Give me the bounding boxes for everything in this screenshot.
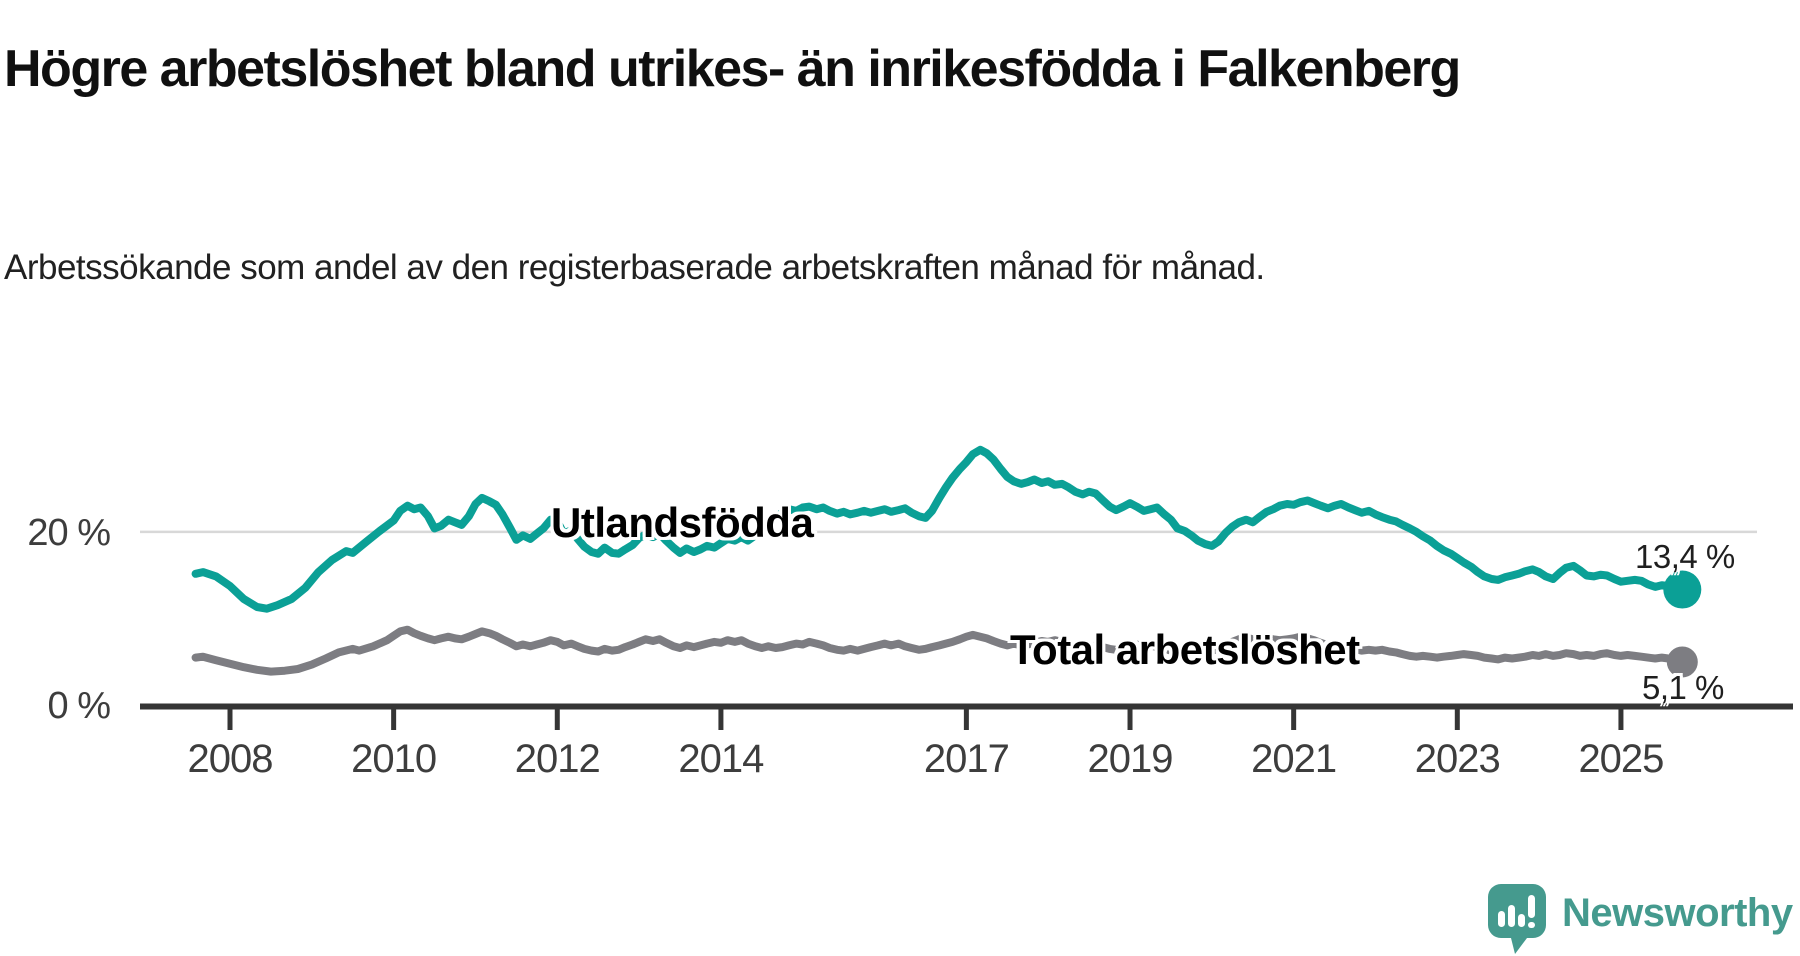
x-tick-label-2025: 2025 xyxy=(1578,737,1663,781)
end-value-total: 5,1 % xyxy=(1642,669,1724,706)
x-tick-label-2010: 2010 xyxy=(351,737,436,781)
x-tick-label-2012: 2012 xyxy=(515,737,600,781)
x-tick-label-2023: 2023 xyxy=(1415,737,1500,781)
end-dot-utlandsfodda xyxy=(1663,570,1702,609)
series-line-utlandsfodda xyxy=(191,445,1687,613)
series-line-total xyxy=(191,625,1687,676)
x-tick-label-2021: 2021 xyxy=(1251,737,1336,781)
x-tick-label-2017: 2017 xyxy=(924,737,1009,781)
end-dot-total xyxy=(1666,646,1698,678)
x-tick-label-2008: 2008 xyxy=(188,737,273,781)
end-value-utlandsfodda: 13,4 % xyxy=(1635,538,1735,575)
x-tick-label-2014: 2014 xyxy=(678,737,764,781)
series-label-total: Total arbetslöshet xyxy=(1010,626,1360,673)
x-tick-label-2019: 2019 xyxy=(1088,737,1173,781)
y-axis-label-0: 0 % xyxy=(47,685,111,727)
newsworthy-logo-icon xyxy=(1488,884,1546,954)
newsworthy-logo: Newsworthy xyxy=(1488,884,1793,956)
page-title: Högre arbetslöshet bland utrikes- än inr… xyxy=(4,39,1461,98)
newsworthy-logo-text: Newsworthy xyxy=(1562,891,1793,935)
y-axis-label-20: 20 % xyxy=(27,512,111,554)
series-label-utlandsfodda: Utlandsfödda xyxy=(551,499,814,546)
page-subtitle: Arbetssökande som andel av den registerb… xyxy=(4,248,1265,287)
